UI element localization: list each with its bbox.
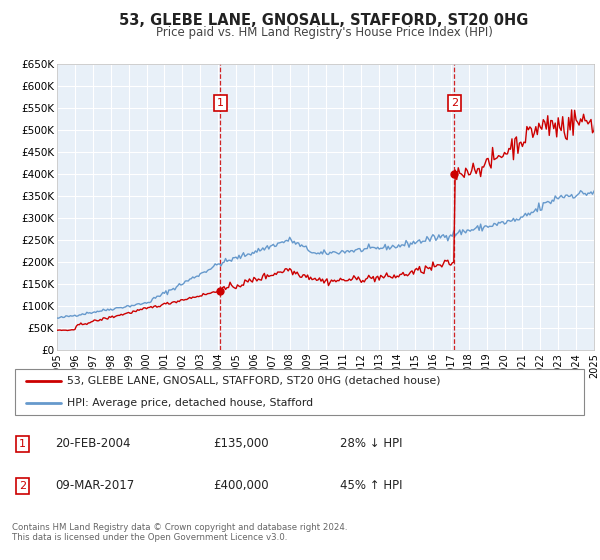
Text: 53, GLEBE LANE, GNOSALL, STAFFORD, ST20 0HG: 53, GLEBE LANE, GNOSALL, STAFFORD, ST20 … xyxy=(119,13,529,28)
Text: 1: 1 xyxy=(19,439,26,449)
Text: 1: 1 xyxy=(217,98,224,108)
Text: 2: 2 xyxy=(19,481,26,491)
FancyBboxPatch shape xyxy=(15,369,584,415)
Text: £400,000: £400,000 xyxy=(214,479,269,492)
Text: £135,000: £135,000 xyxy=(214,437,269,450)
Text: Price paid vs. HM Land Registry's House Price Index (HPI): Price paid vs. HM Land Registry's House … xyxy=(155,26,493,39)
Text: This data is licensed under the Open Government Licence v3.0.: This data is licensed under the Open Gov… xyxy=(12,533,287,542)
Text: Contains HM Land Registry data © Crown copyright and database right 2024.: Contains HM Land Registry data © Crown c… xyxy=(12,523,347,532)
Text: 45% ↑ HPI: 45% ↑ HPI xyxy=(340,479,403,492)
Text: 53, GLEBE LANE, GNOSALL, STAFFORD, ST20 0HG (detached house): 53, GLEBE LANE, GNOSALL, STAFFORD, ST20 … xyxy=(67,376,440,386)
Text: 2: 2 xyxy=(451,98,458,108)
Text: 20-FEB-2004: 20-FEB-2004 xyxy=(55,437,131,450)
Text: HPI: Average price, detached house, Stafford: HPI: Average price, detached house, Staf… xyxy=(67,398,313,408)
Text: 09-MAR-2017: 09-MAR-2017 xyxy=(55,479,134,492)
Text: 28% ↓ HPI: 28% ↓ HPI xyxy=(340,437,403,450)
